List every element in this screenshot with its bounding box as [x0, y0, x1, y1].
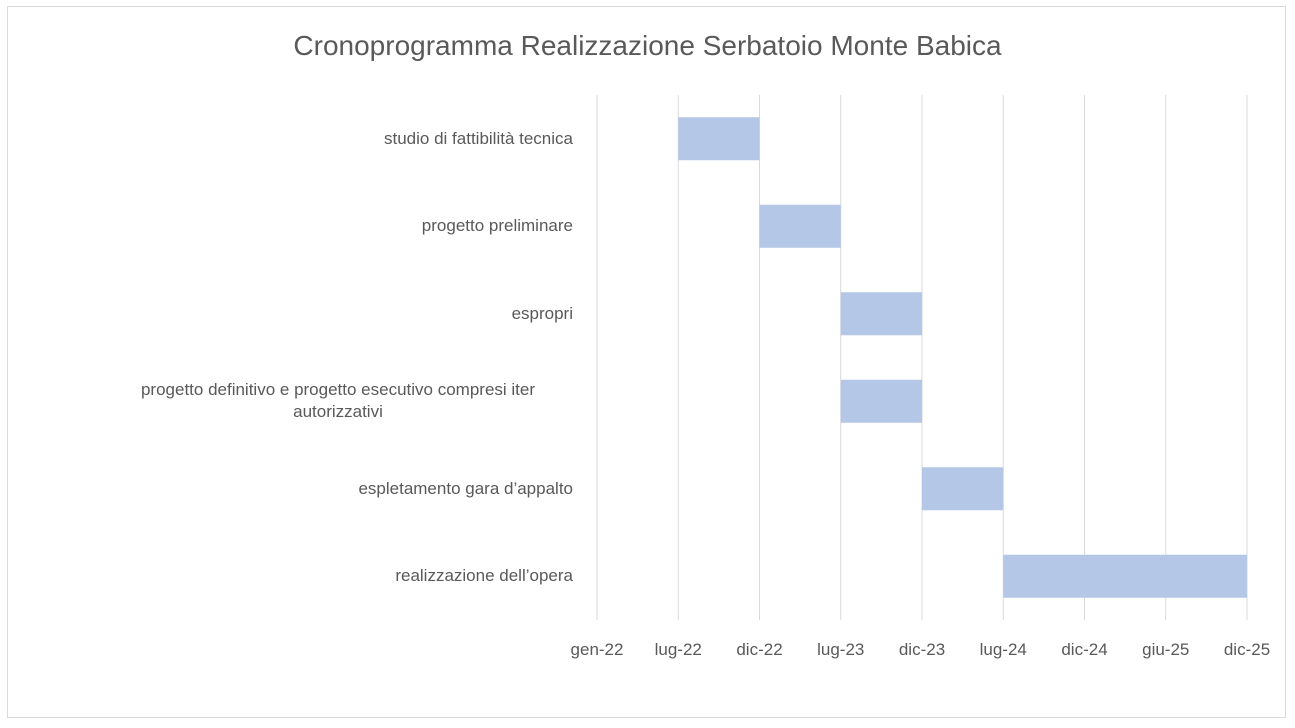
y-tick-label: progetto definitivo e progetto esecutivo…	[140, 380, 536, 422]
x-tick-label: dic-24	[1061, 640, 1108, 659]
y-tick-label: espropri	[511, 303, 573, 323]
y-tick-label: realizzazione dell’opera	[395, 566, 573, 586]
x-tick-label: dic-23	[898, 640, 946, 659]
chart-frame	[7, 6, 1286, 718]
x-tick-label: dic-25	[1223, 640, 1271, 659]
x-tick-label: giu-25	[1142, 640, 1190, 659]
bar	[678, 117, 760, 161]
chart-title: Cronoprogramma Realizzazione Serbatoio M…	[293, 30, 1002, 61]
x-tick-label: lug-23	[817, 640, 865, 659]
y-tick-label: studio di fattibilità tecnica	[384, 128, 573, 148]
bar	[759, 204, 841, 248]
x-tick-label: gen-22	[570, 640, 624, 659]
x-tick-label: dic-22	[736, 640, 783, 659]
bar	[840, 379, 922, 423]
bar	[922, 467, 1004, 511]
x-tick-label: lug-24	[979, 640, 1027, 659]
bar	[1003, 554, 1247, 598]
x-tick-label: lug-22	[654, 640, 702, 659]
y-tick-label: espletamento gara d’appalto	[358, 478, 573, 498]
y-tick-label: progetto preliminare	[421, 216, 573, 236]
bar	[840, 292, 922, 336]
